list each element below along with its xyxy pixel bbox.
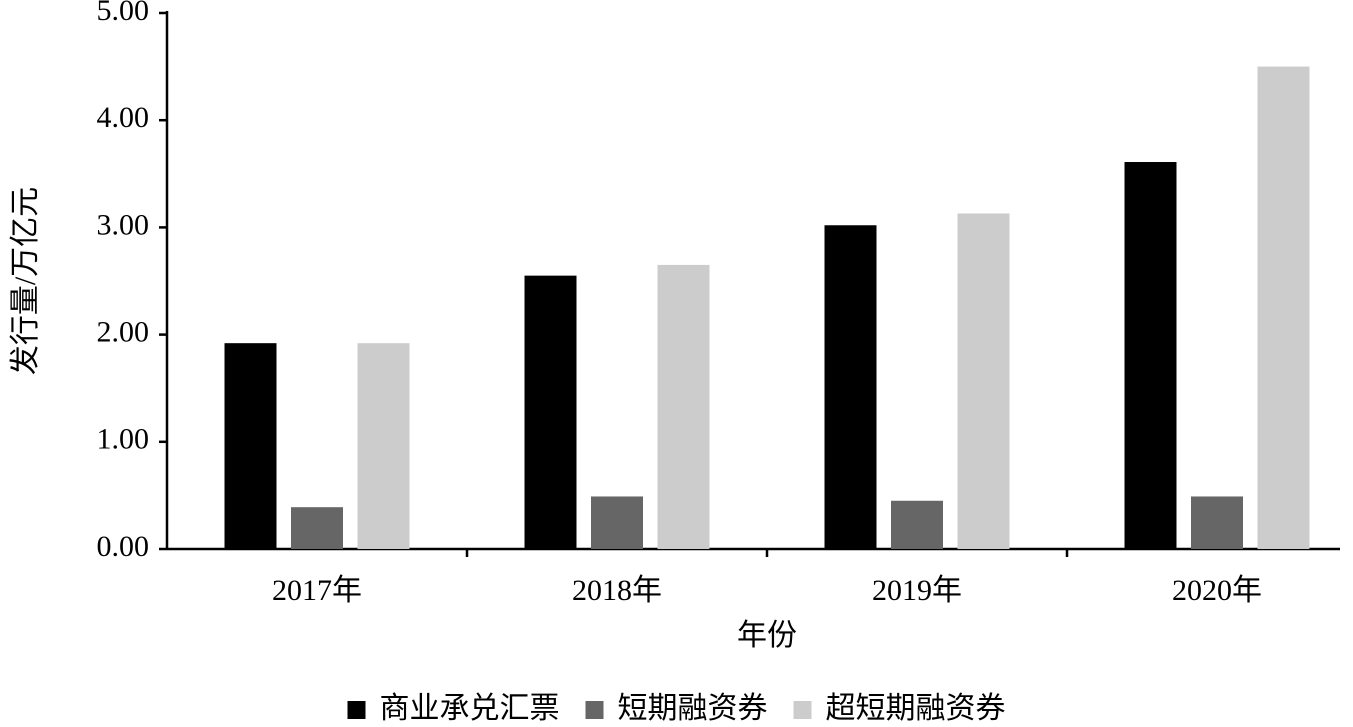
x-tick-label: 2020年 [1172, 574, 1262, 607]
x-axis-label: 年份 [737, 619, 797, 652]
bar [1257, 66, 1310, 549]
legend-swatch [347, 701, 366, 719]
y-tick-label: 0.00 [97, 530, 150, 563]
bar [591, 496, 643, 549]
legend-label: 超短期融资券 [826, 692, 1006, 725]
legend-label: 商业承兑汇票 [380, 692, 560, 725]
bar [224, 343, 277, 549]
bar [657, 264, 710, 549]
legend-swatch [585, 701, 604, 719]
bar [824, 225, 877, 550]
y-tick-label: 4.00 [97, 101, 150, 134]
y-tick-label: 1.00 [97, 423, 150, 456]
legend-label: 短期融资券 [618, 692, 768, 725]
y-tick-label: 2.00 [97, 315, 150, 348]
y-tick-label: 3.00 [97, 208, 150, 241]
y-tick-label: 5.00 [97, 0, 150, 27]
x-tick-label: 2019年 [872, 574, 962, 607]
x-tick-label: 2018年 [572, 574, 662, 607]
bar [1191, 496, 1243, 549]
bar [357, 343, 410, 549]
bar [291, 507, 343, 549]
bar [891, 500, 943, 549]
y-axis-label: 发行量/万亿元 [9, 187, 42, 375]
x-tick-label: 2017年 [272, 574, 362, 607]
bar [957, 213, 1010, 550]
bar [524, 275, 577, 549]
legend-swatch [793, 701, 812, 719]
bar [1124, 162, 1177, 549]
